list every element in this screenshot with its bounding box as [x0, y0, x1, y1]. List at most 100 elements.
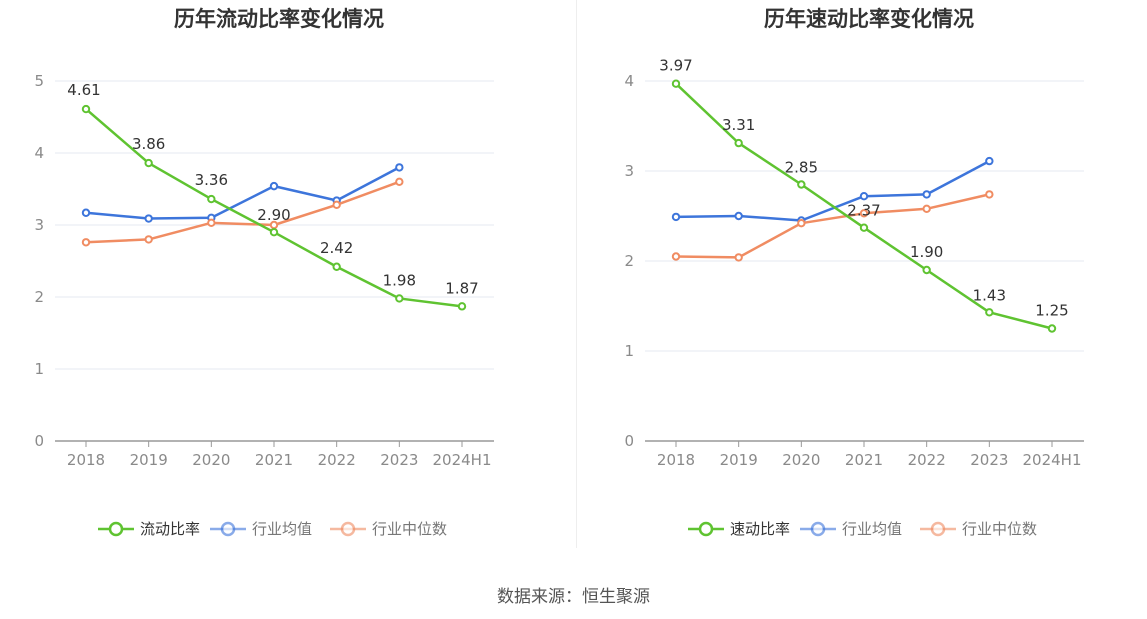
data-label: 2.90	[257, 206, 290, 224]
data-point	[269, 181, 279, 191]
legend-label: 行业中位数	[962, 520, 1037, 538]
data-point	[671, 79, 681, 88]
x-tick-label: 2019	[130, 451, 168, 469]
data-point	[985, 308, 994, 317]
data-label: 1.25	[1035, 302, 1068, 320]
legend-item[interactable]: 行业中位数	[920, 520, 1037, 538]
x-tick-label: 2019	[720, 451, 758, 469]
data-point	[144, 214, 153, 223]
legend-item[interactable]: 速动比率	[688, 520, 790, 538]
data-label: 3.31	[722, 116, 755, 134]
x-tick-label: 2023	[380, 451, 418, 469]
y-tick-label: 3	[34, 216, 44, 234]
y-tick-label: 0	[624, 432, 634, 450]
data-point	[81, 238, 91, 247]
legend-item[interactable]: 行业均值	[800, 520, 902, 538]
data-point	[859, 223, 869, 232]
x-tick-label: 2024H1	[1023, 451, 1082, 469]
data-point	[144, 158, 153, 168]
y-tick-label: 2	[34, 288, 44, 306]
data-label: 3.36	[195, 171, 228, 189]
legend-marker	[340, 521, 356, 537]
legend-marker	[220, 521, 236, 537]
legend-marker	[930, 521, 946, 537]
data-point	[734, 211, 743, 221]
x-tick-label: 2020	[192, 451, 230, 469]
x-tick-label: 2021	[845, 451, 883, 469]
chart-divider	[576, 0, 577, 548]
x-tick-label: 2018	[67, 451, 105, 469]
data-point	[985, 156, 994, 166]
data-point	[922, 265, 931, 275]
legend-marker	[810, 521, 826, 537]
data-point	[859, 192, 869, 201]
data-point	[922, 204, 931, 214]
x-tick-label: 2022	[318, 451, 356, 469]
legend-marker	[108, 521, 124, 537]
data-point	[395, 163, 404, 172]
data-point	[797, 219, 806, 228]
x-tick-label: 2020	[782, 451, 820, 469]
data-label: 1.43	[973, 286, 1006, 304]
data-label: 1.90	[910, 243, 943, 261]
data-label: 3.86	[132, 135, 165, 153]
data-point	[734, 253, 743, 262]
data-point	[734, 138, 743, 148]
y-tick-label: 3	[624, 162, 634, 180]
data-point	[144, 235, 153, 244]
data-point	[1047, 324, 1057, 333]
legend-marker	[698, 521, 714, 537]
data-point	[985, 190, 994, 199]
legend-label: 行业均值	[842, 520, 902, 538]
data-point	[81, 208, 91, 217]
data-point	[207, 194, 216, 204]
data-point	[395, 294, 404, 303]
data-point	[395, 177, 404, 187]
y-tick-label: 0	[34, 432, 44, 450]
data-label: 1.98	[383, 271, 416, 289]
series-line	[675, 159, 990, 222]
x-tick-label: 2022	[908, 451, 946, 469]
x-tick-label: 2023	[970, 451, 1008, 469]
data-point	[671, 252, 681, 261]
data-point	[922, 190, 931, 199]
y-tick-label: 2	[624, 252, 634, 270]
data-label: 2.85	[785, 159, 818, 177]
legend-label: 速动比率	[730, 520, 790, 538]
chart-title: 历年流动比率变化情况	[174, 7, 384, 31]
data-point	[457, 302, 467, 311]
data-label: 3.97	[659, 57, 692, 75]
data-label: 2.37	[847, 202, 880, 220]
series-line	[85, 180, 400, 244]
data-point	[859, 209, 869, 218]
data-point	[332, 262, 341, 271]
series-line	[85, 166, 400, 220]
data-label: 2.42	[320, 239, 353, 257]
x-tick-label: 2018	[657, 451, 695, 469]
y-tick-label: 1	[34, 360, 44, 378]
data-source-note: 数据来源：恒生聚源	[497, 587, 650, 607]
legend-label: 流动比率	[140, 520, 200, 538]
y-tick-label: 4	[34, 144, 44, 162]
y-tick-label: 4	[624, 72, 634, 90]
chart-title: 历年速动比率变化情况	[764, 7, 974, 31]
data-label: 4.61	[67, 81, 100, 99]
charts-area: 历年流动比率变化情况 0 1 2 3 4 5 2018 2019 2020 2021 2022 2023…	[34, 7, 1084, 538]
legend-item[interactable]: 行业中位数	[330, 520, 447, 538]
x-tick-label: 2024H1	[433, 451, 492, 469]
legend-label: 行业中位数	[372, 520, 447, 538]
data-point	[671, 212, 681, 222]
x-tick-label: 2021	[255, 451, 293, 469]
legend-item[interactable]: 行业均值	[210, 520, 312, 538]
legend-item[interactable]: 流动比率	[98, 520, 200, 538]
series-line	[675, 193, 990, 259]
data-point	[269, 228, 279, 237]
data-label: 1.87	[445, 279, 478, 297]
chart-1: 历年流动比率变化情况 0 1 2 3 4 5 2018 2019 2020 2021 2022 2023…	[34, 7, 494, 538]
data-point	[207, 218, 216, 228]
y-tick-label: 1	[624, 342, 634, 360]
data-point	[81, 104, 91, 114]
legend-label: 行业均值	[252, 520, 312, 538]
chart-2: 历年速动比率变化情况 0 1 2 3 4 2018 2019 2020 2021 2022 2023 2…	[624, 7, 1084, 538]
data-point	[332, 200, 341, 210]
